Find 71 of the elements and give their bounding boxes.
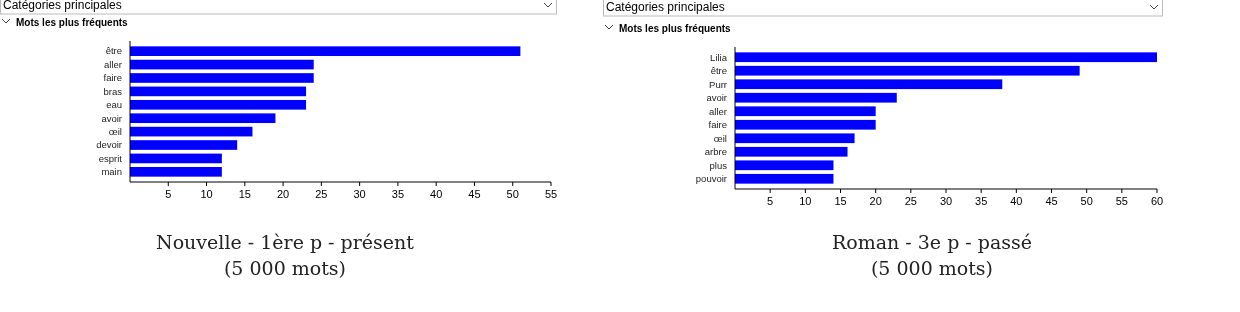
text: Catégories principales xyxy=(606,0,725,14)
x-tick-label: 20 xyxy=(869,195,882,207)
y-tick-label: eau xyxy=(106,99,122,111)
bar xyxy=(130,99,307,110)
y-tick-label: faire xyxy=(708,119,727,131)
bar xyxy=(735,133,855,144)
bar xyxy=(130,73,314,83)
x-tick-label: 10 xyxy=(200,188,213,200)
y-tick-label: plus xyxy=(709,159,728,171)
bar xyxy=(735,146,848,157)
bar xyxy=(735,52,1157,63)
x-tick-label: 45 xyxy=(468,188,481,200)
x-tick-label: 45 xyxy=(1045,195,1058,207)
bar xyxy=(735,106,876,117)
y-tick-label: main xyxy=(101,166,122,178)
bar xyxy=(735,173,834,184)
x-tick-label: 5 xyxy=(767,195,774,207)
x-tick-label: 60 xyxy=(1150,195,1164,207)
x-tick-label: 15 xyxy=(834,195,847,207)
bar xyxy=(735,119,876,130)
bar xyxy=(130,153,222,164)
text: (5 000 mots) xyxy=(223,257,347,279)
y-tick-label: aller xyxy=(104,58,122,70)
y-tick-label: faire xyxy=(103,72,122,84)
x-tick-label: 25 xyxy=(315,188,328,200)
x-tick-label: 40 xyxy=(1010,195,1023,207)
x-tick-label: 50 xyxy=(1080,195,1093,207)
y-tick-label: aller xyxy=(709,105,727,117)
y-tick-label: devoir xyxy=(96,139,122,151)
bar xyxy=(735,92,897,103)
x-tick-label: 25 xyxy=(904,195,917,207)
bar xyxy=(130,46,521,56)
x-tick-label: 50 xyxy=(506,188,519,200)
text: Nouvelle - 1ère p - présent xyxy=(156,231,415,253)
bar xyxy=(130,113,276,124)
y-tick-label: œil xyxy=(713,132,727,144)
bar xyxy=(130,126,253,137)
y-tick-label: bras xyxy=(103,85,123,97)
bar xyxy=(130,140,238,150)
x-tick-label: 55 xyxy=(1115,195,1128,207)
x-tick-label: 30 xyxy=(353,188,366,200)
y-tick-label: être xyxy=(710,65,727,77)
chart-title: Mots les plus fréquents xyxy=(16,17,129,28)
x-tick-label: 30 xyxy=(939,195,953,207)
bar xyxy=(130,59,314,70)
text: (5 000 mots) xyxy=(870,257,994,279)
x-tick-label: 55 xyxy=(544,188,558,200)
bar xyxy=(735,65,1080,76)
x-tick-label: 10 xyxy=(799,195,812,207)
text: Catégories principales xyxy=(3,0,122,12)
y-tick-label: avoir xyxy=(101,112,122,124)
y-tick-label: arbre xyxy=(704,146,727,158)
x-tick-label: 15 xyxy=(238,188,251,200)
chart-title: Mots les plus fréquents xyxy=(619,23,732,34)
y-tick-label: pouvoir xyxy=(695,173,727,185)
bar xyxy=(130,86,307,97)
y-tick-label: Purr xyxy=(709,78,727,90)
bar xyxy=(735,79,1003,90)
y-tick-label: œil xyxy=(108,125,122,137)
x-tick-label: 35 xyxy=(975,195,988,207)
x-tick-label: 5 xyxy=(165,188,172,200)
y-tick-label: Lilia xyxy=(710,51,728,63)
x-tick-label: 35 xyxy=(391,188,405,200)
x-tick-label: 20 xyxy=(276,188,290,200)
text: Roman - 3e p - passé xyxy=(831,231,1033,253)
y-tick-label: avoir xyxy=(706,92,727,104)
y-tick-label: être xyxy=(105,45,122,57)
x-tick-label: 40 xyxy=(430,188,443,200)
bar xyxy=(130,167,222,177)
y-tick-label: esprit xyxy=(98,152,123,164)
bar xyxy=(735,160,834,171)
